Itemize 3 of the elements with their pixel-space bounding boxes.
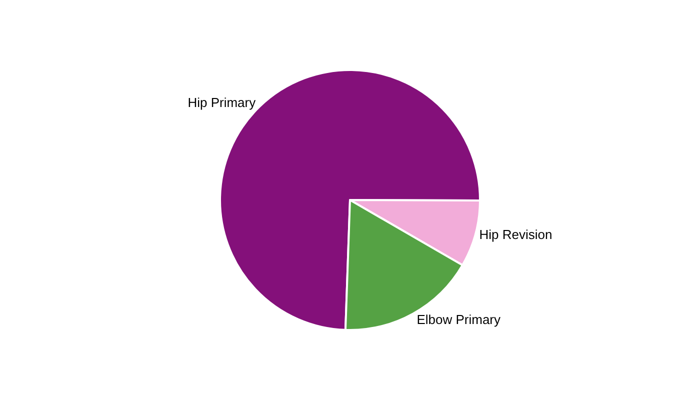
slice-label: Hip Revision <box>479 226 552 242</box>
slice-label: Elbow Primary <box>416 312 501 327</box>
slice-label: Hip Primary <box>188 94 256 110</box>
